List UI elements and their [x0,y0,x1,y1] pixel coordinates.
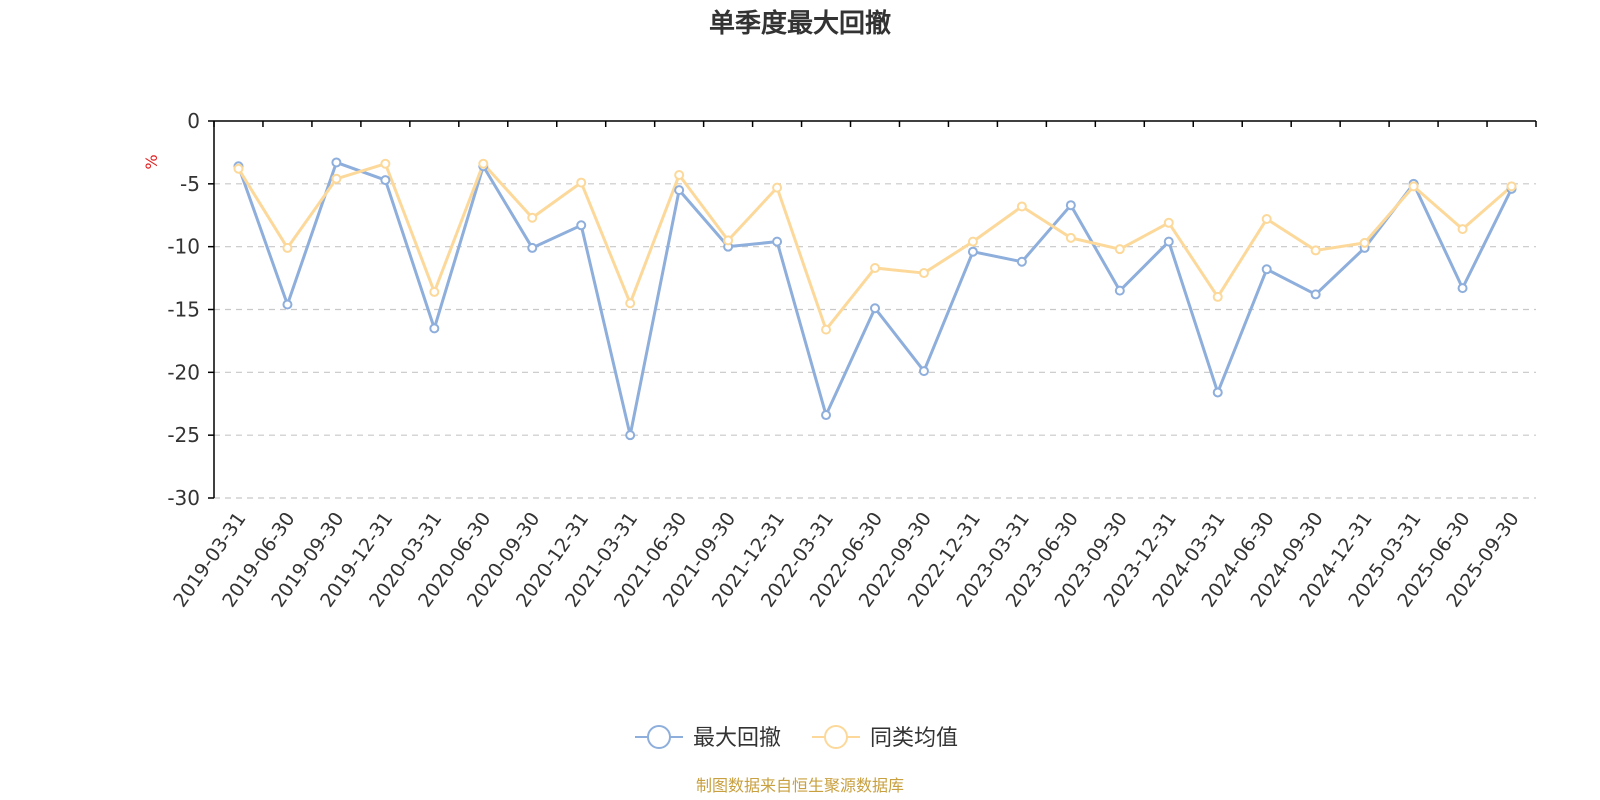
data-point[interactable] [1408,181,1419,192]
data-point[interactable] [772,182,783,193]
y-tick-label: -20 [167,360,200,384]
data-point[interactable] [1212,291,1223,302]
data-point[interactable] [772,236,783,247]
data-point[interactable] [625,298,636,309]
data-point[interactable] [282,242,293,253]
legend-label: 同类均值 [870,726,958,751]
data-point[interactable] [429,286,440,297]
data-point[interactable] [723,235,734,246]
data-point[interactable] [233,163,244,174]
data-point[interactable] [1065,232,1076,243]
data-point[interactable] [821,324,832,335]
data-point[interactable] [478,158,489,169]
y-tick-label: -15 [167,298,200,322]
data-point[interactable] [918,268,929,279]
chart-title: 单季度最大回撤 [709,8,891,39]
legend-item[interactable]: 最大回撤 [635,725,781,751]
legend-circle-icon [824,725,848,749]
y-axis-unit: % [142,154,161,169]
data-point[interactable] [1457,283,1468,294]
legend: 最大回撤 同类均值 [635,725,958,751]
data-point[interactable] [1163,236,1174,247]
data-point[interactable] [429,323,440,334]
data-point[interactable] [674,170,685,181]
y-tick-label: -5 [180,172,200,196]
data-point[interactable] [870,263,880,274]
data-point[interactable] [1359,237,1370,248]
data-point[interactable] [576,220,587,231]
y-tick-label: -10 [167,235,200,259]
data-point[interactable] [821,410,832,421]
legend-item[interactable]: 同类均值 [812,725,958,751]
data-point[interactable] [1310,245,1321,256]
data-point[interactable] [967,236,978,247]
data-point[interactable] [1212,387,1223,398]
data-point[interactable] [1016,256,1027,267]
data-point[interactable] [527,242,538,253]
series-line-0 [237,160,1513,437]
data-point[interactable] [625,430,636,441]
data-point[interactable] [1261,214,1272,225]
data-point[interactable] [576,177,587,188]
data-point[interactable] [1457,224,1468,235]
data-point[interactable] [1016,201,1027,212]
data-point[interactable] [1163,217,1174,228]
data-point[interactable] [870,303,880,314]
data-point[interactable] [1114,244,1125,255]
legend-label: 最大回撤 [693,726,781,751]
source-note: 制图数据来自恒生聚源数据库 [696,776,904,795]
data-point[interactable] [527,212,538,223]
data-point[interactable] [282,299,293,310]
data-point[interactable] [331,157,342,168]
data-point[interactable] [967,246,978,257]
data-point[interactable] [1310,289,1321,300]
data-point[interactable] [380,158,391,169]
data-point[interactable] [1114,285,1125,296]
series-lines [233,157,1517,441]
data-point[interactable] [380,175,391,186]
data-point[interactable] [331,173,342,184]
data-point[interactable] [674,185,685,196]
legend-circle-icon [647,725,671,749]
y-tick-label: 0 [187,109,200,133]
data-point[interactable] [918,366,929,377]
y-tick-label: -25 [167,423,200,447]
y-tick-label: -30 [167,486,200,510]
data-point[interactable] [1261,264,1272,275]
data-point[interactable] [1065,200,1076,211]
data-point[interactable] [1506,181,1517,192]
